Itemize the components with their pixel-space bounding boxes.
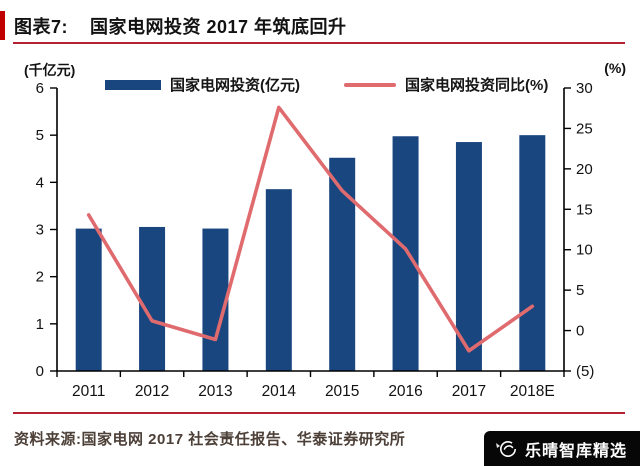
right-axis-tick-label: 0 (576, 323, 584, 340)
left-axis-tick-label: 3 (36, 222, 44, 239)
chart-header: 图表7: 国家电网投资 2017 年筑底回升 (14, 13, 347, 39)
legend-item-investment: 国家电网投资(亿元) (105, 74, 300, 95)
right-axis-tick-label: 5 (576, 282, 584, 299)
figure-number-label: 图表7: (14, 17, 69, 37)
bar-2015 (329, 157, 356, 371)
x-axis-label-2012: 2012 (135, 383, 169, 400)
x-axis-label-2014: 2014 (262, 383, 297, 400)
x-axis-label-2011: 2011 (72, 383, 105, 400)
chart-legend: 国家电网投资(亿元) 国家电网投资同比(%) (105, 74, 548, 95)
source-text: 资料来源:国家电网 2017 社会责任报告、华泰证券研究所 (14, 431, 406, 448)
x-axis-label-2016: 2016 (388, 383, 422, 400)
legend-bar-swatch (105, 79, 161, 90)
right-axis-tick-label: 10 (576, 242, 593, 259)
bar-2018E (519, 135, 546, 371)
bar-2011 (75, 228, 102, 371)
axes-frame (56, 88, 565, 372)
title-divider (13, 42, 625, 44)
bar-2017 (455, 142, 482, 371)
left-axis-tick-label: 0 (36, 363, 44, 380)
right-axis-tick-label: 15 (576, 201, 593, 218)
left-axis-tick-label: 1 (36, 316, 44, 333)
chart-title: 国家电网投资 2017 年筑底回升 (90, 17, 347, 37)
brand-badge: 乐晴智库精选 (484, 431, 640, 466)
x-axis-label-2017: 2017 (452, 383, 486, 400)
left-axis-tick-label: 6 (36, 80, 44, 97)
bar-2014 (265, 189, 292, 371)
left-axis-tick-label: 4 (36, 174, 44, 191)
legend-line-swatch (344, 82, 396, 87)
legend-line-label: 国家电网投资同比(%) (405, 77, 549, 94)
right-axis-tick-label: 20 (576, 161, 593, 178)
bar-2012 (139, 226, 166, 371)
footer-divider (13, 412, 625, 414)
bar-2016 (392, 136, 419, 371)
left-axis-tick-label: 2 (36, 269, 44, 286)
leqing-logo-icon (496, 440, 516, 457)
brand-badge-label: 乐晴智库精选 (525, 442, 628, 460)
right-axis-tick-label: 30 (576, 80, 593, 97)
bar-2013 (202, 228, 229, 371)
right-axis-tick-label: (5) (576, 363, 594, 380)
x-axis-label-2015: 2015 (325, 383, 359, 400)
legend-bar-label: 国家电网投资(亿元) (170, 77, 300, 94)
left-axis-unit-label: (千亿元) (24, 62, 76, 78)
right-axis-unit-label: (%) (604, 60, 626, 76)
left-axis-tick-label: 5 (36, 127, 44, 144)
title-accent-bar (0, 11, 5, 40)
legend-item-yoy: 国家电网投资同比(%) (344, 74, 548, 95)
yoy-line-series (86, 105, 535, 353)
x-axis-label-2018E: 2018E (510, 383, 555, 400)
x-axis-label-2013: 2013 (198, 383, 232, 400)
right-axis-tick-label: 25 (576, 120, 593, 137)
